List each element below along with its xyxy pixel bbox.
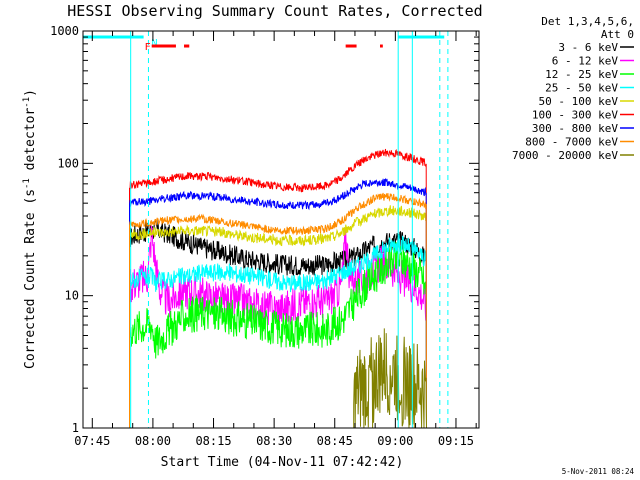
series-12-25-kev [129, 241, 427, 429]
x-tick-label: 08:00 [135, 434, 171, 448]
chart-title: HESSI Observing Summary Count Rates, Cor… [67, 2, 482, 20]
flag-layer: NF [83, 31, 449, 428]
x-tick-label: 08:15 [195, 434, 231, 448]
legend-label: 100 - 300 keV [532, 109, 618, 122]
legend-title-line-1: Det 1,3,4,5,6, [541, 15, 634, 28]
series-800-7000-kev [129, 192, 427, 429]
x-tick-label: 08:45 [317, 434, 353, 448]
y-axis-label: Corrected Count Rate (s-1 detector-1) [22, 89, 38, 369]
series-25-50-kev [129, 234, 427, 429]
x-tick-label: 07:45 [74, 434, 110, 448]
legend-label: 25 - 50 keV [545, 82, 618, 95]
series-layer [129, 148, 427, 429]
legend-label: 12 - 25 keV [545, 68, 618, 81]
x-tick-label: 09:15 [438, 434, 474, 448]
plot-area: NF [83, 31, 449, 429]
y-tick-label: 100 [57, 156, 79, 170]
legend-label: 6 - 12 keV [552, 55, 619, 68]
x-tick-label: 09:00 [377, 434, 413, 448]
y-axis: 1 10 100 1000 [50, 24, 479, 435]
plot-frame [82, 30, 480, 429]
series-100-300-kev [129, 148, 427, 429]
x-axis-label: Start Time (04-Nov-11 07:42:42) [161, 455, 404, 470]
series-50-100-kev [129, 205, 427, 429]
x-axis: 07:45 08:00 08:15 08:30 08:45 09:00 09:15 [74, 31, 477, 448]
footer-timestamp: 5-Nov-2011 08:24 [562, 467, 635, 476]
legend-label: 300 - 800 keV [532, 122, 618, 135]
x-tick-label: 08:30 [256, 434, 292, 448]
series-7000-20000-kev [353, 328, 427, 429]
y-tick-label: 10 [65, 289, 79, 303]
y-tick-label: 1 [72, 421, 79, 435]
y-tick-label: 1000 [50, 24, 79, 38]
flag-flare-label: F [145, 42, 151, 53]
legend-label: 7000 - 20000 keV [512, 149, 618, 162]
legend-title-line-2: Att 0 [601, 28, 634, 41]
legend-label: 50 - 100 keV [539, 95, 619, 108]
flag-night-label: N [151, 38, 157, 49]
series-300-800-kev [129, 177, 427, 429]
legend-label: 3 - 6 keV [558, 41, 618, 54]
legend-label: 800 - 7000 keV [525, 136, 618, 149]
